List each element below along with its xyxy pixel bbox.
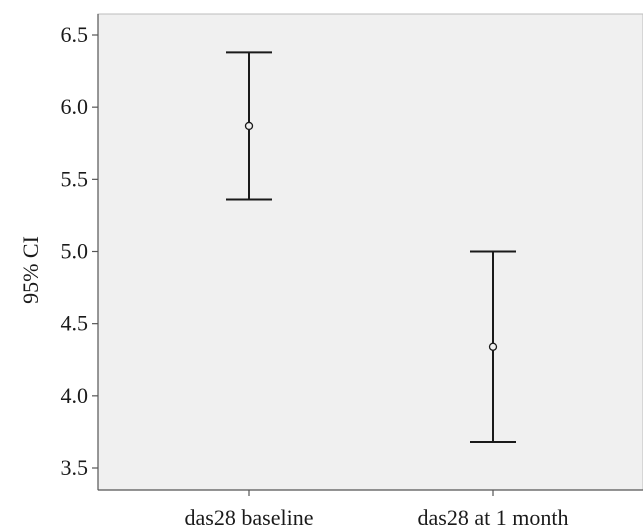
y-tick-label: 6.5: [61, 22, 89, 47]
error-bar: [226, 51, 272, 201]
y-axis-ticks: 3.5 4.0 4.5 5.0 5.5 6.0 6.5: [61, 22, 98, 480]
y-tick-label: 4.0: [61, 383, 89, 408]
y-axis-title: 95% CI: [18, 236, 43, 304]
plot-area: [97, 13, 643, 491]
y-tick-label: 5.0: [61, 239, 89, 264]
y-tick-label: 3.5: [61, 455, 89, 480]
y-tick-label: 4.5: [61, 311, 89, 336]
y-tick-label: 6.0: [61, 94, 89, 119]
mean-point: [244, 121, 254, 131]
x-axis-ticks: das28 baseline das28 at 1 month: [185, 490, 569, 530]
error-bar: [470, 250, 516, 444]
x-tick-label: das28 baseline: [185, 505, 314, 530]
mean-point: [488, 342, 498, 351]
x-tick-label: das28 at 1 month: [418, 505, 569, 530]
y-tick-label: 5.5: [61, 166, 89, 191]
error-bars: [226, 51, 516, 444]
